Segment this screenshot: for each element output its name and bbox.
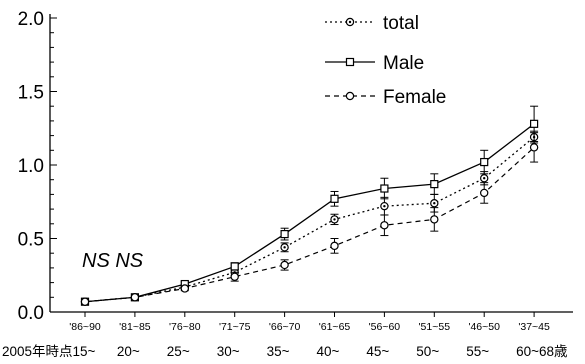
- series-layer: [80, 105, 539, 306]
- x-tick-label: '46~50: [468, 321, 500, 333]
- age-label: 40~: [317, 344, 340, 359]
- marker-dot: [283, 246, 286, 249]
- data-point-female: [330, 241, 339, 251]
- data-point-female: [230, 272, 239, 281]
- significance-annotation: NS NS: [82, 250, 144, 272]
- legend-item-male: Male: [325, 53, 424, 74]
- series-line-male: [84, 123, 535, 303]
- age-label: 35~: [267, 344, 290, 359]
- age-label: 55~: [466, 344, 489, 359]
- data-point-female: [529, 143, 539, 152]
- data-point-female: [430, 215, 439, 224]
- data-point-male: [529, 119, 539, 128]
- data-point-total: [480, 174, 489, 183]
- legend-label: Female: [383, 87, 446, 108]
- x-tick-label: '81~85: [119, 321, 151, 333]
- y-tick-label: 0.5: [18, 230, 44, 251]
- y-tick-label: 0.0: [18, 303, 44, 324]
- data-point-male: [230, 262, 239, 271]
- legend-marker: [345, 91, 355, 101]
- age-label: 45~: [366, 344, 389, 359]
- x-tick-label: '56~60: [369, 321, 401, 333]
- data-point-female: [480, 188, 489, 198]
- marker-dot: [348, 20, 352, 24]
- marker-dot: [333, 218, 336, 221]
- legend-label: Male: [383, 53, 424, 74]
- data-point-male: [380, 184, 389, 193]
- x-tick-label: '61~65: [319, 321, 351, 333]
- age-label: 50~: [416, 344, 439, 359]
- data-point-male: [480, 157, 489, 167]
- marker-dot: [483, 177, 486, 180]
- data-point-total: [330, 215, 339, 224]
- y-tick-label: 1.5: [18, 83, 44, 104]
- x-tick-label: '71~75: [219, 321, 251, 333]
- marker-dot: [383, 204, 386, 208]
- x-tick-label: '86~90: [69, 321, 101, 333]
- data-point-male: [280, 229, 289, 239]
- series-female: [80, 132, 539, 306]
- data-point-male: [330, 194, 339, 203]
- data-point-female: [380, 221, 389, 230]
- data-point-female: [130, 293, 140, 302]
- age-label: 2005年時点15~: [2, 344, 96, 359]
- x-tick-label: '66~70: [269, 321, 301, 333]
- legend-item-total: total: [325, 13, 419, 34]
- y-tick-label: 1.0: [18, 156, 44, 177]
- x-tick-label: '76~80: [169, 321, 201, 333]
- legend-marker: [345, 57, 355, 67]
- legend: total Male Female: [325, 13, 446, 108]
- data-point-total: [380, 201, 389, 211]
- legend-marker: [345, 17, 355, 27]
- age-label: 30~: [217, 344, 240, 359]
- axes-layer: 0.0 0.5 1.0 1.5 2.0 '86~90 '81~85 '76~80 '71~75 '…: [2, 9, 573, 359]
- data-point-female: [80, 297, 90, 306]
- x-tick-label: '37~45: [518, 321, 550, 333]
- age-label: 60~68歳: [516, 344, 568, 359]
- data-point-female: [180, 284, 189, 293]
- series-line-total: [84, 136, 535, 303]
- series-line-female: [84, 146, 535, 303]
- age-label: 20~: [117, 344, 140, 359]
- data-point-female: [280, 260, 289, 270]
- x-tick-label: '51~55: [419, 321, 451, 333]
- data-point-male: [430, 180, 439, 189]
- legend-item-female: Female: [325, 87, 446, 108]
- legend-label: total: [383, 13, 419, 34]
- data-point-total: [280, 243, 289, 252]
- marker-dot: [433, 202, 436, 205]
- y-tick-label: 2.0: [18, 9, 44, 30]
- series-total: [80, 130, 539, 306]
- series-male: [80, 105, 539, 306]
- data-point-total: [430, 199, 439, 208]
- age-label: 25~: [167, 344, 190, 359]
